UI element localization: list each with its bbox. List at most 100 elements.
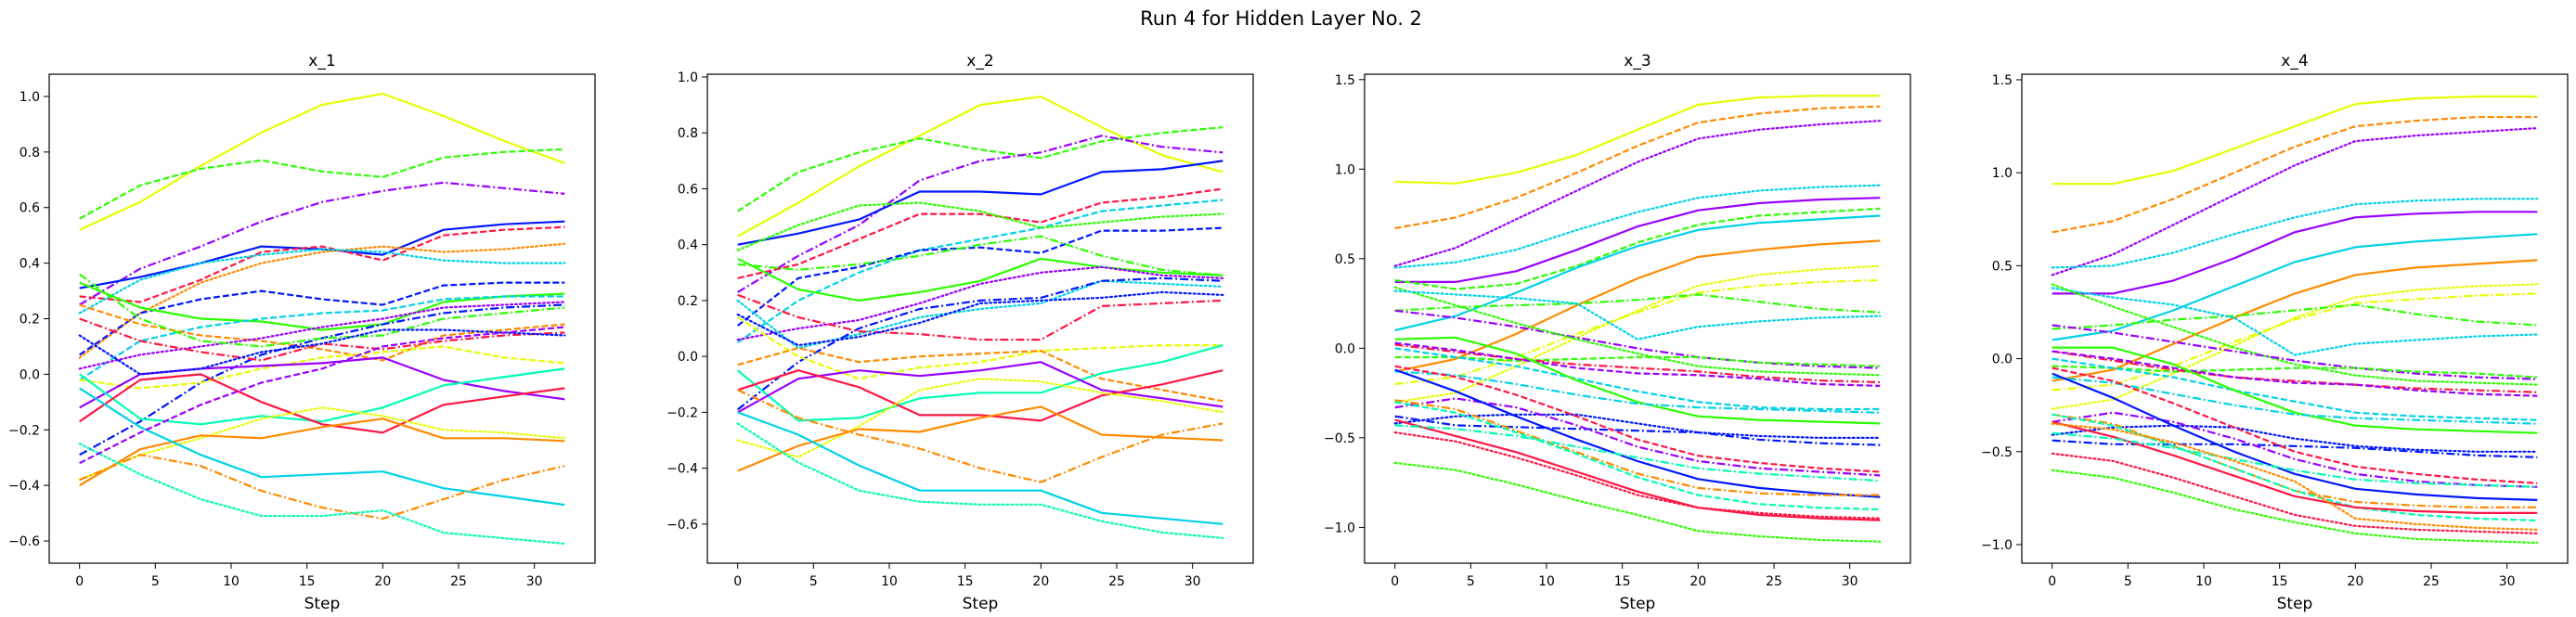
series-line xyxy=(737,95,1223,238)
series-line xyxy=(79,92,565,231)
y-tick-label: −0.5 xyxy=(1324,431,1355,446)
series-line xyxy=(1394,370,1881,414)
series-line xyxy=(79,454,565,521)
series-line xyxy=(736,422,1224,540)
y-tick-label: 0.0 xyxy=(1335,341,1355,356)
x-tick-label: 0 xyxy=(75,574,84,589)
series-line xyxy=(737,160,1223,246)
series-line xyxy=(1394,343,1881,384)
series-line xyxy=(2051,452,2539,535)
series-line xyxy=(2052,233,2538,341)
x-tick-label: 15 xyxy=(1614,574,1631,589)
x-tick-label: 25 xyxy=(2423,574,2440,589)
series-line xyxy=(79,295,565,381)
y-tick-label: 1.5 xyxy=(1335,73,1355,88)
series-line xyxy=(1393,264,1882,404)
series-line xyxy=(78,248,566,315)
x-tick-label: 15 xyxy=(2272,574,2288,589)
y-tick-label: 1.0 xyxy=(1992,166,2013,181)
y-tick-label: −0.2 xyxy=(667,405,698,420)
y-tick-label: 0.5 xyxy=(1992,259,2013,274)
series-line xyxy=(78,443,566,546)
series-line xyxy=(1394,197,1881,283)
series-line xyxy=(79,273,565,348)
series-line xyxy=(1394,401,1881,511)
series-line xyxy=(78,242,566,359)
x-tick-label: 0 xyxy=(1391,574,1399,589)
series-line xyxy=(2052,366,2538,484)
series-line xyxy=(2052,346,2538,434)
series-line xyxy=(79,345,565,390)
series-line xyxy=(1393,431,1882,520)
series-line xyxy=(79,326,565,465)
y-tick-label: 0.4 xyxy=(19,257,40,272)
series-line xyxy=(79,367,565,426)
y-tick-label: 1.0 xyxy=(19,90,40,105)
series-line xyxy=(737,347,1223,403)
x-tick-label: 25 xyxy=(450,574,467,589)
chart-title: x_2 xyxy=(966,52,993,71)
series-line xyxy=(2052,259,2538,382)
series-line xyxy=(737,235,1223,276)
series-line xyxy=(1394,418,1881,521)
series-line xyxy=(2052,365,2538,379)
series-line xyxy=(79,373,565,434)
series-line xyxy=(2052,439,2538,458)
series-line xyxy=(1394,309,1881,369)
series-line xyxy=(1394,336,1881,425)
series-line xyxy=(79,303,565,456)
series-line xyxy=(1394,355,1881,367)
series-line xyxy=(1394,347,1881,411)
series-line xyxy=(1393,461,1882,543)
x-tick-label: 20 xyxy=(2347,574,2363,589)
series-line xyxy=(2051,424,2539,453)
axes-frame xyxy=(706,73,1254,564)
x-tick-label: 10 xyxy=(2195,574,2212,589)
series-line xyxy=(736,201,1224,251)
series-line xyxy=(1394,365,1881,473)
y-tick-label: 0.2 xyxy=(678,294,698,309)
axes-frame xyxy=(1364,73,1911,564)
y-tick-label: −0.4 xyxy=(667,462,698,477)
series-line xyxy=(2051,469,2539,545)
series-line xyxy=(2052,413,2538,521)
x-tick-label: 5 xyxy=(2124,574,2132,589)
y-tick-label: 0.0 xyxy=(678,350,698,365)
series-line xyxy=(1393,286,1882,377)
series-group xyxy=(736,95,1224,540)
series-line xyxy=(2052,350,2538,397)
y-tick-label: 0.8 xyxy=(678,126,698,141)
x-tick-label: 5 xyxy=(1467,574,1475,589)
y-tick-label: −1.0 xyxy=(1324,521,1355,535)
chart-panel-3: 0 5 10 15 20 25 30 −1.0 −0.5 0.0 0.5 1.0 1.5 x_3 Step xyxy=(1324,52,1911,613)
series-line xyxy=(737,411,1223,525)
series-group xyxy=(78,92,566,546)
y-tick-label: 0.4 xyxy=(678,238,698,253)
series-line xyxy=(737,226,1223,327)
figure-suptitle: Run 4 for Hidden Layer No. 2 xyxy=(1140,7,1422,30)
series-line xyxy=(1394,397,1881,477)
series-line xyxy=(2052,357,2538,421)
series-line xyxy=(2051,198,2539,269)
series-line xyxy=(79,418,565,487)
series-line xyxy=(737,257,1223,302)
series-line xyxy=(1394,95,1881,185)
series-line xyxy=(1394,293,1881,314)
y-tick-label: 0.6 xyxy=(678,182,698,197)
series-line xyxy=(1394,278,1881,386)
y-tick-label: 0.8 xyxy=(19,146,40,161)
y-tick-label: −0.5 xyxy=(1981,445,2013,460)
chart-panels: 0 5 10 15 20 25 30 −0.6 −0.4 −0.2 0.0 0.2 0.4 0.6 0.8 1… xyxy=(8,52,2569,613)
chart-panel-2: 0 5 10 15 20 25 30 −0.6 −0.4 −0.2 0.0 0.2 0.4 0.6 0.8 1… xyxy=(667,52,1254,613)
x-tick-label: 5 xyxy=(809,574,818,589)
series-line xyxy=(737,135,1223,293)
series-line xyxy=(79,220,565,289)
series-line xyxy=(79,303,565,362)
y-tick-label: 0.2 xyxy=(19,313,40,328)
series-line xyxy=(78,301,566,370)
x-tick-label: 10 xyxy=(1538,574,1555,589)
series-line xyxy=(79,317,565,362)
series-line xyxy=(2052,350,2538,393)
x-tick-label: 25 xyxy=(1108,574,1125,589)
